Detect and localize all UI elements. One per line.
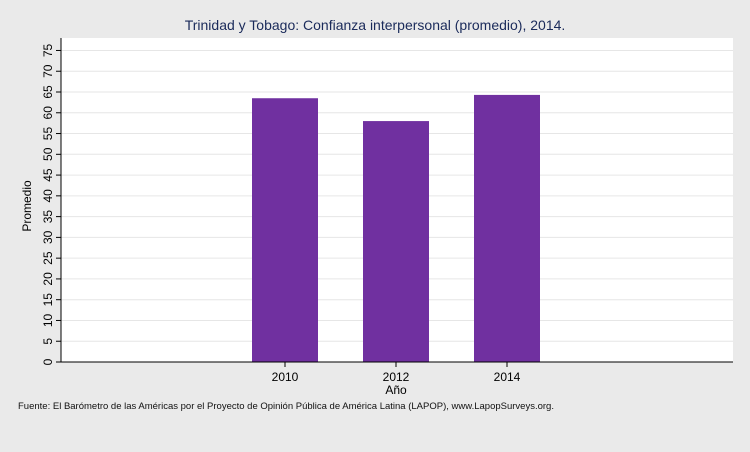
y-tick-label: 5: [41, 338, 55, 345]
y-tick-label: 65: [41, 85, 55, 99]
axis-labels: 0 5 10 15 20 25 30 35 40 45 50 55 60 65 70 75 2010 2012 20…: [20, 43, 521, 397]
y-tick-label: 60: [41, 106, 55, 120]
bar-2012: [363, 121, 429, 362]
y-axis-title: Promedio: [20, 180, 34, 232]
y-tick-label: 70: [41, 64, 55, 78]
source-note: Fuente: El Barómetro de las Américas por…: [18, 401, 554, 412]
y-tick-label: 20: [41, 272, 55, 286]
bars: [252, 94, 540, 363]
y-tick-label: 40: [41, 189, 55, 203]
bar-2010: [252, 98, 318, 362]
y-tick-label: 75: [41, 43, 55, 57]
x-axis-title: Año: [385, 383, 407, 397]
y-tick-label: 50: [41, 147, 55, 161]
y-tick-label: 35: [41, 210, 55, 224]
y-tick-label: 30: [41, 230, 55, 244]
y-tick-label: 55: [41, 127, 55, 141]
x-tick-label-2012: 2012: [383, 370, 410, 384]
y-tick-label: 15: [41, 293, 55, 307]
x-tick-label-2010: 2010: [272, 370, 299, 384]
y-tick-label: 0: [41, 358, 55, 365]
bar-2014: [474, 94, 540, 363]
axes: [56, 38, 733, 367]
y-tick-label: 25: [41, 251, 55, 265]
y-tick-label: 45: [41, 168, 55, 182]
x-tick-label-2014: 2014: [494, 370, 521, 384]
y-tick-label: 10: [41, 313, 55, 327]
chart-title: Trinidad y Tobago: Confianza interperson…: [184, 17, 566, 33]
